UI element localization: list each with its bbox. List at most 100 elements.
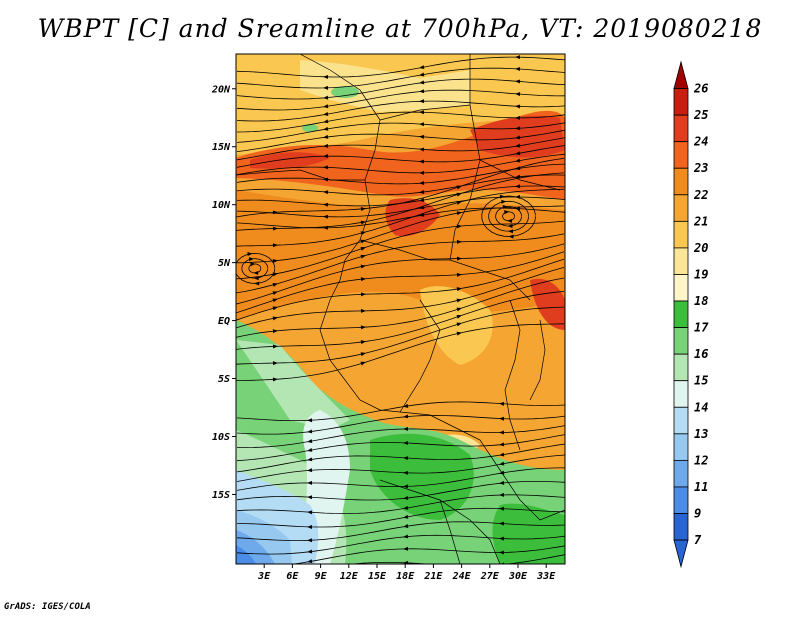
streamline (488, 200, 529, 232)
colorbar-label: 14 (694, 400, 708, 414)
colorbar-swatch (673, 459, 689, 488)
streamline-arrow (504, 210, 510, 215)
streamline (236, 111, 565, 133)
colorbar-swatch (673, 406, 689, 435)
streamline-arrow (419, 147, 425, 152)
streamline-arrow (403, 484, 409, 489)
streamline-arrow (403, 546, 409, 551)
colorbar-label: 7 (694, 533, 702, 547)
streamline-arrow (307, 480, 313, 485)
streamline (236, 277, 565, 338)
streamline-arrow (307, 447, 313, 452)
streamline (291, 545, 565, 564)
streamline-arrow (419, 80, 425, 85)
streamline (236, 521, 565, 542)
colorbar-label: 15 (694, 374, 708, 388)
streamline-arrow (323, 112, 329, 116)
streamline (236, 323, 565, 381)
colorbar-label: 23 (693, 161, 708, 175)
streamline (236, 267, 565, 329)
streamline-arrow (323, 143, 329, 148)
streamline-arrow (499, 492, 505, 497)
streamline-arrow (508, 234, 514, 239)
colorbar-swatch (673, 433, 689, 461)
streamline-arrow (499, 521, 505, 526)
streamline-arrow (403, 403, 409, 408)
streamline-arrow (307, 568, 313, 573)
streamline (236, 494, 565, 514)
streamline (236, 196, 565, 218)
streamline-arrow (307, 457, 313, 462)
streamline (236, 233, 565, 294)
streamline-arrow (307, 418, 313, 423)
colorbar-swatch (673, 167, 689, 196)
streamline-arrow (307, 468, 313, 473)
streamline (236, 89, 565, 111)
streamline-arrow (515, 55, 521, 60)
colorbar-label: 22 (693, 188, 708, 202)
streamline-arrow (499, 480, 505, 485)
streamline-arrow (515, 206, 521, 211)
lon-tick-label: 6E (286, 571, 299, 582)
streamline (236, 153, 565, 176)
streamline-arrow (323, 177, 329, 182)
colorbar-label: 11 (694, 480, 708, 494)
streamline-arrow (403, 441, 409, 446)
streamline (495, 206, 522, 227)
streamline-arrow (272, 272, 278, 277)
streamline-arrow (272, 259, 278, 264)
colorbar-label: 25 (693, 108, 708, 122)
colorbar-swatch (673, 88, 689, 116)
streamline-arrow (272, 361, 278, 366)
streamline-arrow (272, 243, 278, 248)
streamline-arrow (323, 165, 329, 170)
streamline-arrow (254, 281, 260, 286)
streamline (236, 122, 565, 143)
lon-tick-label: 33E (536, 571, 556, 582)
streamline-arrow (507, 218, 513, 223)
streamline-arrow (323, 74, 329, 79)
colorbar-swatch (673, 114, 689, 143)
streamline-arrow (307, 429, 313, 434)
colorbar-swatch (673, 513, 689, 541)
lat-tick-label: 15N (212, 142, 231, 153)
streamline-arrow (403, 505, 409, 510)
streamline (236, 174, 565, 196)
colorbar-swatch (673, 274, 689, 302)
streamline (236, 534, 565, 555)
colorbar-label: 26 (693, 82, 708, 96)
streamline (236, 172, 565, 231)
streamline-arrow (515, 151, 521, 156)
streamline-arrow (499, 461, 505, 466)
streamline (236, 188, 565, 247)
lon-tick-label: 3E (257, 571, 271, 582)
streamline-arrow (456, 287, 462, 292)
streamline-arrow (360, 340, 366, 345)
streamline-arrow (456, 322, 462, 327)
streamline-arrow (403, 534, 409, 539)
streamline-arrow (499, 401, 505, 406)
colorbar-swatch (673, 327, 689, 355)
streamline-arrow (323, 126, 329, 131)
streamline-arrow (272, 226, 278, 231)
streamline-arrow (499, 442, 505, 447)
streamline-arrow (456, 211, 462, 216)
streamline-arrow (323, 85, 329, 90)
streamline-arrow (515, 115, 521, 120)
streamline-arrow (419, 159, 425, 164)
colorbar-label: 21 (693, 214, 708, 228)
lon-tick-label: 21E (423, 571, 443, 582)
streamline-arrow (499, 506, 505, 511)
streamline (236, 207, 565, 229)
streamline-arrow (272, 377, 278, 382)
colorbar-label: 16 (694, 347, 708, 361)
streamline-arrow (419, 110, 425, 115)
streamline-arrow (360, 352, 366, 357)
streamline-arrow (499, 536, 505, 541)
streamline-arrow (499, 416, 505, 421)
streamline (237, 425, 565, 448)
lon-tick-label: 15E (368, 571, 387, 582)
streamlines (236, 55, 565, 573)
longitude-axis: 3E 6E 9E 12E 15E 18E 21E 24E 27E 30E 33E (257, 564, 556, 582)
streamline (236, 443, 565, 473)
